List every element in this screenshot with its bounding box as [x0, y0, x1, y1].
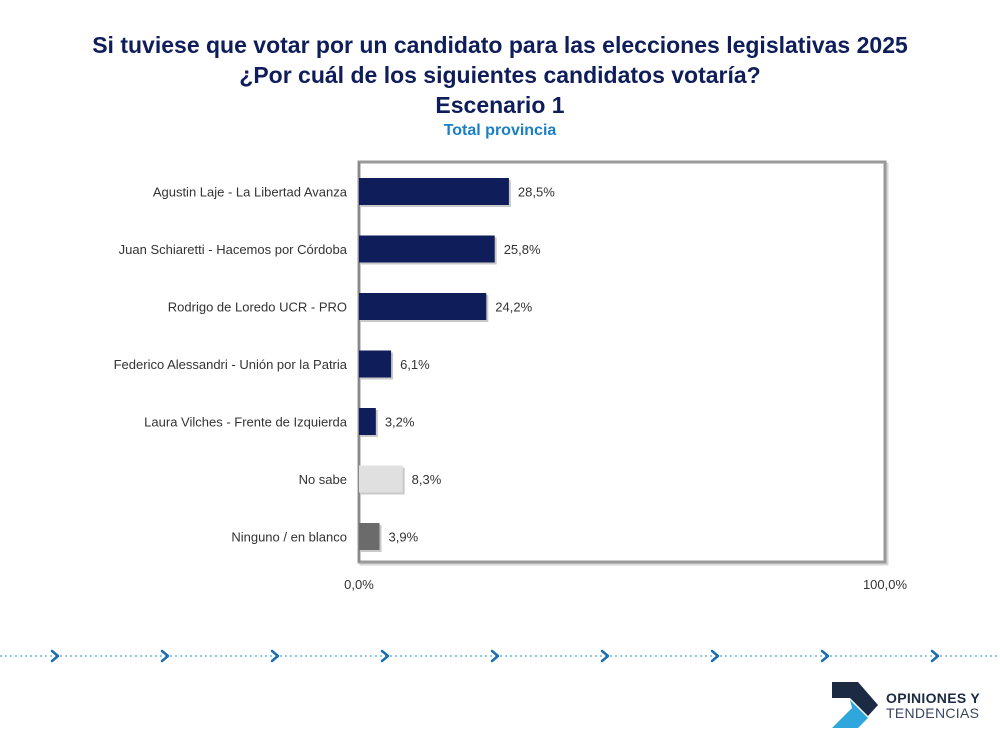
- value-label: 3,2%: [385, 415, 415, 430]
- x-tick-label: 0,0%: [344, 577, 374, 592]
- value-label: 8,3%: [412, 472, 442, 487]
- value-label: 3,9%: [389, 530, 419, 545]
- chart-title: Si tuviese que votar por un candidato pa…: [92, 32, 908, 58]
- chevron-icon: [380, 649, 390, 663]
- logo-text-line2: TENDENCIAS: [886, 705, 980, 721]
- category-label: Juan Schiaretti - Hacemos por Córdoba: [119, 242, 348, 257]
- category-label: Laura Vilches - Frente de Izquierda: [144, 415, 348, 430]
- chevron-icon: [930, 649, 940, 663]
- bar-chart: Agustin Laje - La Libertad Avanza 28,5% Ju…: [114, 160, 908, 592]
- chevron-icon: [820, 649, 830, 663]
- value-label: 28,5%: [518, 185, 555, 200]
- chevron-icon: [50, 649, 60, 663]
- scenario-label: Escenario 1: [435, 92, 565, 118]
- bar: [359, 293, 487, 320]
- category-label: Ninguno / en blanco: [231, 530, 347, 545]
- bar: [359, 408, 376, 435]
- chevron-icon: [160, 649, 170, 663]
- chevron-icon: [710, 649, 720, 663]
- bar: [359, 465, 403, 493]
- x-tick-label: 100,0%: [863, 577, 908, 592]
- value-label: 25,8%: [504, 242, 541, 257]
- logo-mark-icon: [832, 682, 878, 728]
- value-label: 24,2%: [495, 300, 532, 315]
- company-logo: OPINIONES Y TENDENCIAS: [828, 678, 988, 734]
- category-label: Rodrigo de Loredo UCR - PRO: [168, 300, 347, 315]
- category-label: No sabe: [299, 472, 347, 487]
- category-label: Agustin Laje - La Libertad Avanza: [153, 185, 348, 200]
- logo-text-line1: OPINIONES Y: [886, 690, 981, 706]
- chart-subtitle: Total provincia: [443, 122, 557, 139]
- chevron-icon: [270, 649, 280, 663]
- dotted-divider: [0, 649, 1000, 663]
- bar: [359, 523, 380, 550]
- value-label: 6,1%: [400, 357, 430, 372]
- chevron-icon: [600, 649, 610, 663]
- category-label: Federico Alessandri - Unión por la Patri…: [114, 357, 348, 372]
- bar: [359, 350, 392, 378]
- plot-frame: [357, 160, 887, 564]
- chart-question: ¿Por cuál de los siguientes candidatos v…: [239, 62, 761, 88]
- bar: [359, 178, 509, 205]
- chevron-icon: [490, 649, 500, 663]
- bar: [359, 235, 495, 263]
